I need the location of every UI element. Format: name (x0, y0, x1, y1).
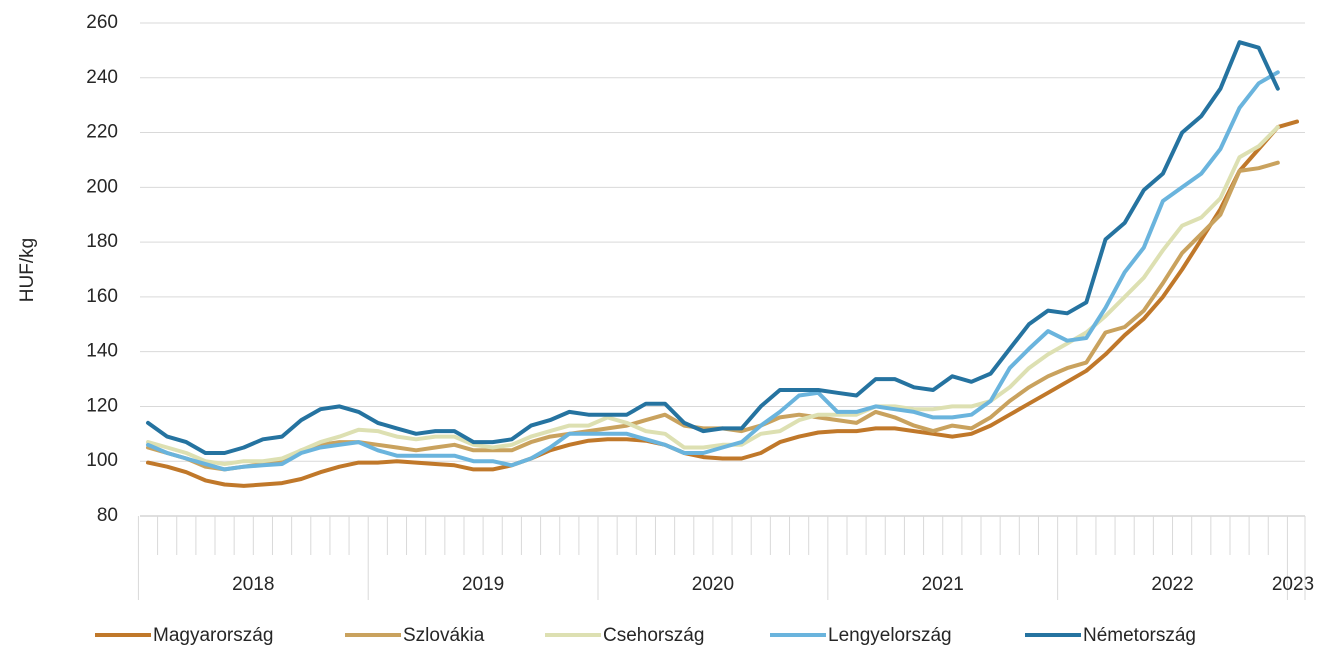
y-tick-label: 200 (86, 176, 118, 197)
y-tick-label: 120 (86, 395, 118, 416)
y-tick-label: 100 (86, 450, 118, 471)
y-axis-label: HUF/kg (17, 238, 38, 302)
legend-label: Lengyelország (828, 625, 952, 646)
series-line (146, 40, 1280, 455)
series-line (146, 125, 1280, 466)
y-tick-label: 80 (97, 505, 118, 526)
x-group-label: 2021 (922, 574, 964, 595)
x-group-label: 2019 (462, 574, 504, 595)
x-group-label: 2023 (1272, 574, 1314, 595)
x-group-label: 2020 (692, 574, 734, 595)
y-tick-label: 180 (86, 231, 118, 252)
y-tick-label: 220 (86, 122, 118, 143)
y-tick-label: 260 (86, 12, 118, 33)
y-tick-label: 240 (86, 67, 118, 88)
legend-label: Magyarország (153, 625, 273, 646)
y-tick-label: 160 (86, 286, 118, 307)
legend-label: Németország (1083, 625, 1196, 646)
y-tick-label: 140 (86, 341, 118, 362)
x-group-label: 2018 (232, 574, 274, 595)
x-group-label: 2022 (1151, 574, 1193, 595)
legend-label: Csehország (603, 625, 704, 646)
series-line (146, 119, 1299, 488)
legend-label: Szlovákia (403, 625, 485, 646)
series-line (146, 70, 1280, 472)
